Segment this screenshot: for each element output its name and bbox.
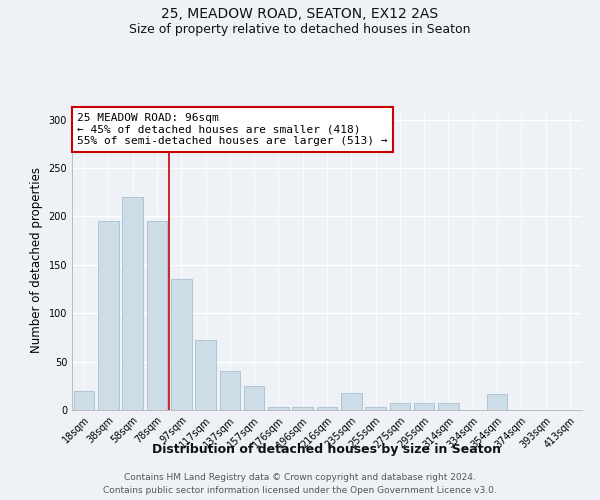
Bar (317, 407, 337, 410)
Bar (341, 392, 362, 410)
Bar (389, 403, 410, 410)
Text: Contains HM Land Registry data © Crown copyright and database right 2024.: Contains HM Land Registry data © Crown c… (124, 472, 476, 482)
Text: Contains public sector information licensed under the Open Government Licence v3: Contains public sector information licen… (103, 486, 497, 495)
Bar (487, 394, 508, 410)
Bar (292, 407, 313, 410)
Bar (220, 372, 240, 410)
Bar (438, 403, 459, 410)
Text: Distribution of detached houses by size in Seaton: Distribution of detached houses by size … (152, 442, 502, 456)
Bar (195, 340, 216, 410)
Bar (414, 403, 434, 410)
Bar (244, 386, 265, 410)
Bar (268, 407, 289, 410)
Y-axis label: Number of detached properties: Number of detached properties (30, 167, 43, 353)
Text: Size of property relative to detached houses in Seaton: Size of property relative to detached ho… (129, 22, 471, 36)
Text: 25, MEADOW ROAD, SEATON, EX12 2AS: 25, MEADOW ROAD, SEATON, EX12 2AS (161, 8, 439, 22)
Bar (171, 280, 191, 410)
Bar (146, 222, 167, 410)
Bar (365, 407, 386, 410)
Bar (74, 390, 94, 410)
Bar (122, 197, 143, 410)
Bar (98, 222, 119, 410)
Text: 25 MEADOW ROAD: 96sqm
← 45% of detached houses are smaller (418)
55% of semi-det: 25 MEADOW ROAD: 96sqm ← 45% of detached … (77, 113, 388, 146)
